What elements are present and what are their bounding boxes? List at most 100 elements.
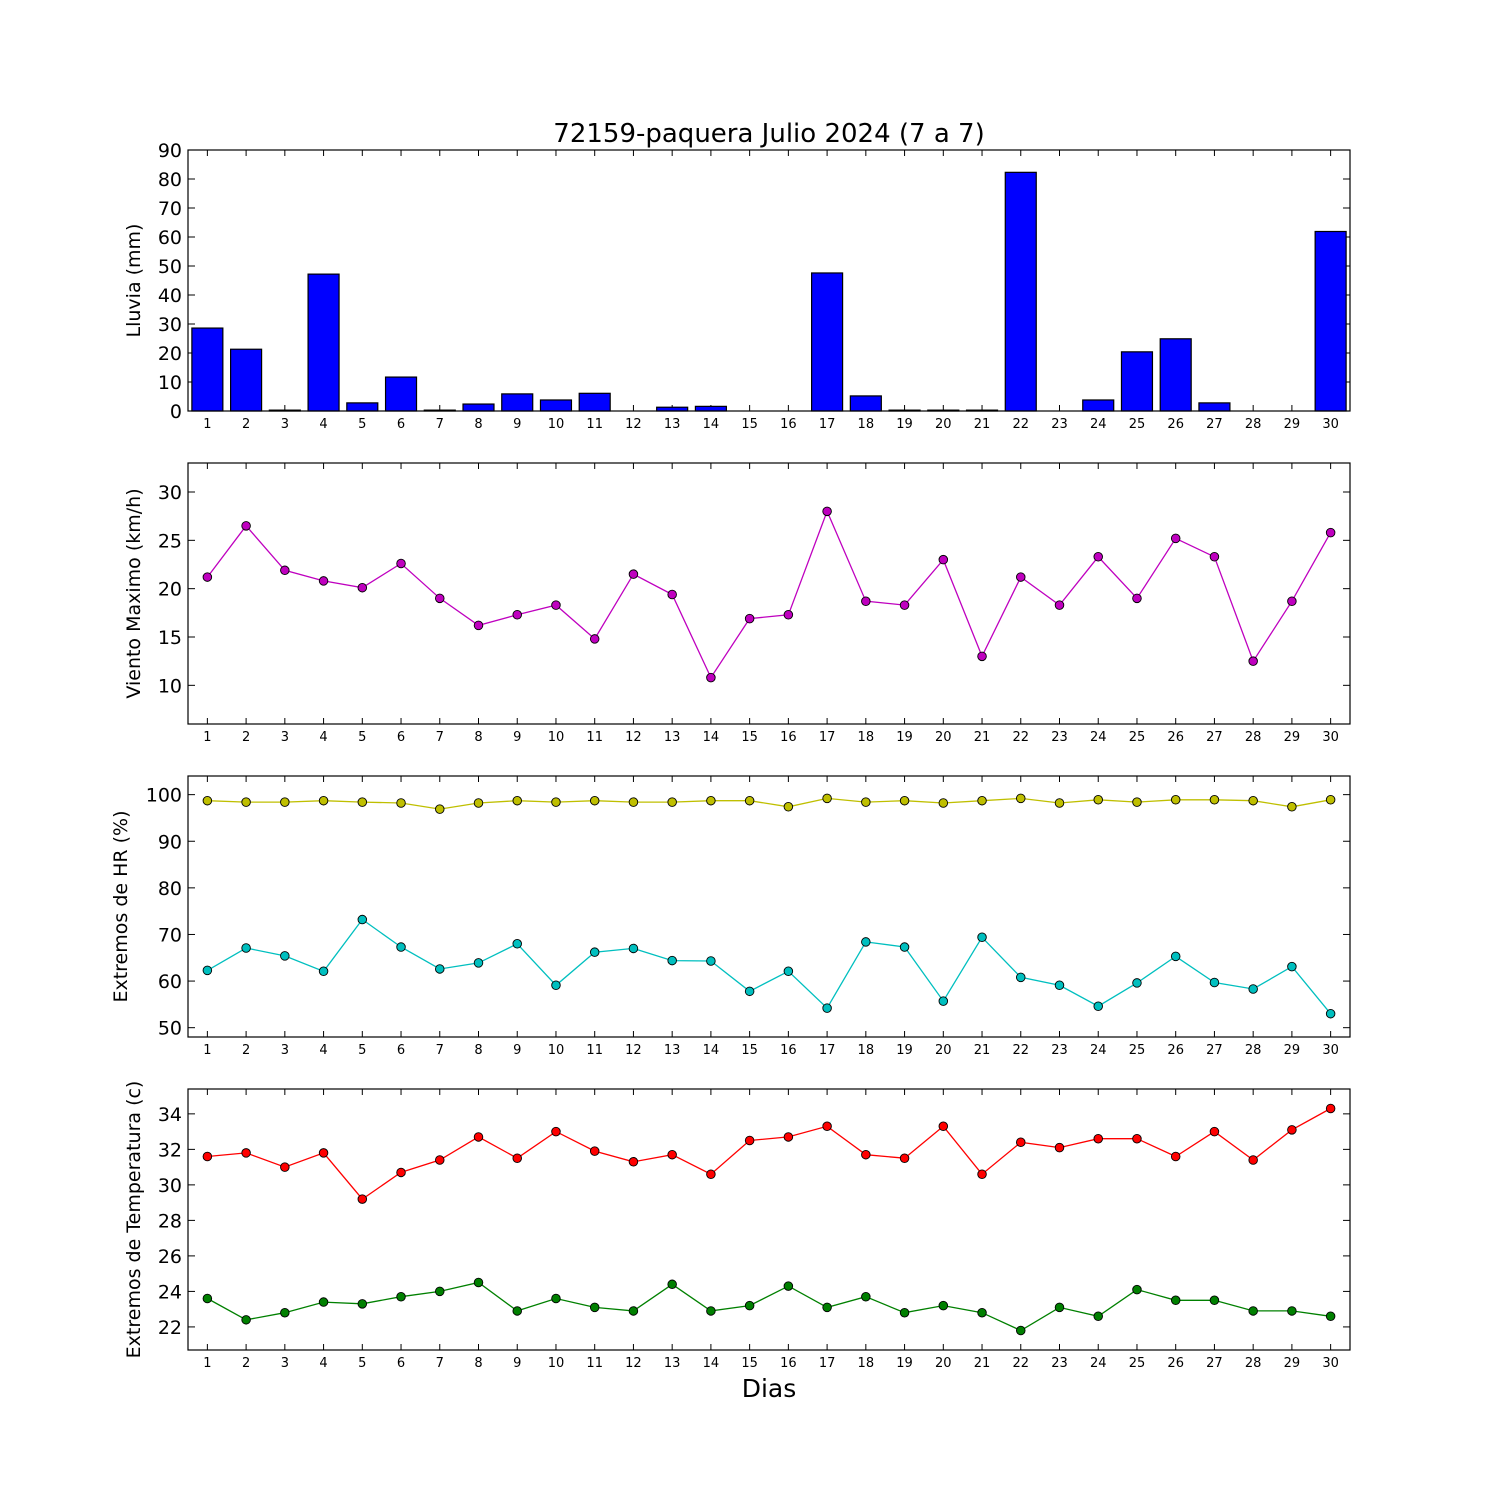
point-series-1-day-24 bbox=[1093, 1133, 1103, 1144]
point-series-1-day-6 bbox=[396, 1167, 406, 1178]
point-series-1-day-5 bbox=[357, 582, 368, 593]
point-series-2-day-20 bbox=[938, 1300, 949, 1311]
point-series-1-day-24 bbox=[1093, 795, 1103, 805]
x-tick-label: 24 bbox=[1090, 730, 1107, 745]
x-tick-label: 8 bbox=[474, 417, 482, 432]
x-tick-label: 8 bbox=[474, 1043, 482, 1058]
point-series-1-day-7 bbox=[435, 593, 445, 604]
x-tick-label: 5 bbox=[358, 1043, 366, 1058]
x-tick-label: 24 bbox=[1090, 1356, 1107, 1371]
point-series-1-day-20 bbox=[938, 554, 949, 565]
x-tick-label: 24 bbox=[1090, 1043, 1107, 1058]
y-tick-label: 28 bbox=[158, 1210, 182, 1232]
x-tick-label: 27 bbox=[1206, 417, 1223, 432]
bar-day-14 bbox=[694, 405, 727, 412]
x-tick-label: 26 bbox=[1167, 1356, 1184, 1371]
x-tick-label: 22 bbox=[1012, 1043, 1029, 1058]
point-series-2-day-10 bbox=[551, 1293, 561, 1304]
y-tick-label: 80 bbox=[158, 169, 182, 191]
point-series-2-day-22 bbox=[1016, 1325, 1026, 1336]
x-tick-label: 29 bbox=[1284, 1356, 1301, 1371]
bar-day-27 bbox=[1198, 402, 1231, 412]
x-tick-label: 26 bbox=[1167, 417, 1184, 432]
y-tick-label: 30 bbox=[158, 1175, 182, 1197]
x-tick-label: 15 bbox=[741, 1043, 758, 1058]
point-series-2-day-5 bbox=[357, 1299, 368, 1309]
x-tick-label: 4 bbox=[319, 417, 327, 432]
point-series-1-day-29 bbox=[1287, 802, 1297, 812]
point-series-2-day-29 bbox=[1287, 1306, 1297, 1316]
point-series-1-day-17 bbox=[822, 793, 832, 804]
point-series-2-day-2 bbox=[241, 1315, 251, 1325]
point-series-2-day-28 bbox=[1248, 984, 1258, 994]
point-series-1-day-11 bbox=[589, 634, 600, 644]
point-series-2-day-10 bbox=[551, 980, 561, 991]
point-series-1-day-5 bbox=[357, 1194, 368, 1204]
point-series-2-day-21 bbox=[977, 932, 987, 943]
point-series-1-day-13 bbox=[667, 1149, 677, 1160]
x-tick-label: 26 bbox=[1167, 1043, 1184, 1058]
x-tick-label: 21 bbox=[974, 417, 991, 432]
x-tick-label: 21 bbox=[974, 730, 991, 745]
point-series-1-day-26 bbox=[1170, 533, 1181, 544]
point-series-1-day-30 bbox=[1325, 795, 1336, 805]
y-tick-label: 10 bbox=[158, 675, 182, 697]
y-tick-label: 0 bbox=[170, 401, 182, 423]
point-series-1-day-15 bbox=[744, 613, 755, 624]
x-tick-label: 1 bbox=[203, 1356, 211, 1371]
x-tick-label: 9 bbox=[513, 730, 521, 745]
point-series-1-day-26 bbox=[1170, 1151, 1181, 1162]
x-tick-label: 23 bbox=[1051, 1043, 1068, 1058]
point-series-2-day-24 bbox=[1093, 1001, 1103, 1011]
x-tick-label: 27 bbox=[1206, 730, 1223, 745]
point-series-1-day-21 bbox=[977, 1169, 987, 1179]
axes-frame bbox=[187, 149, 1351, 412]
x-tick-label: 15 bbox=[741, 1356, 758, 1371]
y-tick-label: 50 bbox=[158, 256, 182, 278]
point-series-2-day-19 bbox=[899, 1307, 910, 1318]
point-series-2-day-13 bbox=[667, 1279, 677, 1290]
x-tick-label: 30 bbox=[1322, 1356, 1339, 1371]
point-series-1-day-10 bbox=[551, 1126, 561, 1137]
axes-frame bbox=[187, 775, 1351, 1038]
y-tick-label: 70 bbox=[158, 198, 182, 220]
point-series-1-day-18 bbox=[861, 797, 871, 807]
x-tick-label: 14 bbox=[703, 730, 720, 745]
x-tick-label: 16 bbox=[780, 730, 797, 745]
x-tick-label: 18 bbox=[858, 417, 875, 432]
point-series-2-day-20 bbox=[938, 996, 949, 1006]
point-series-2-day-14 bbox=[706, 1306, 716, 1316]
point-series-2-day-25 bbox=[1132, 1284, 1142, 1295]
bar-day-9 bbox=[501, 393, 534, 412]
y-tick-label: 25 bbox=[158, 530, 182, 552]
point-series-1-day-17 bbox=[822, 1121, 832, 1132]
x-tick-label: 30 bbox=[1322, 1043, 1339, 1058]
point-series-2-day-11 bbox=[589, 947, 600, 957]
x-tick-label: 12 bbox=[625, 730, 642, 745]
point-series-2-day-16 bbox=[783, 1281, 794, 1291]
point-series-1-day-28 bbox=[1248, 795, 1258, 806]
x-tick-label: 12 bbox=[625, 417, 642, 432]
x-tick-label: 11 bbox=[586, 417, 603, 432]
point-series-1-day-29 bbox=[1287, 1125, 1297, 1135]
x-tick-label: 4 bbox=[319, 1043, 327, 1058]
point-series-2-day-21 bbox=[977, 1307, 987, 1318]
x-tick-label: 17 bbox=[819, 1356, 836, 1371]
x-tick-label: 12 bbox=[625, 1356, 642, 1371]
y-tick-label: 40 bbox=[158, 285, 182, 307]
point-series-1-day-23 bbox=[1054, 600, 1065, 610]
point-series-2-day-30 bbox=[1325, 1008, 1336, 1019]
y-axis-label: Viento Maximo (km/h) bbox=[123, 488, 145, 698]
x-tick-label: 15 bbox=[741, 417, 758, 432]
x-tick-label: 21 bbox=[974, 1356, 991, 1371]
x-tick-label: 18 bbox=[858, 1356, 875, 1371]
y-tick-label: 34 bbox=[158, 1104, 182, 1126]
point-series-1-day-13 bbox=[667, 797, 677, 807]
point-series-1-day-1 bbox=[202, 572, 213, 582]
point-series-1-day-7 bbox=[435, 1155, 445, 1165]
x-tick-label: 19 bbox=[896, 417, 913, 432]
point-series-1-day-21 bbox=[977, 651, 987, 662]
point-series-2-day-29 bbox=[1287, 961, 1297, 972]
point-series-2-day-8 bbox=[473, 958, 484, 968]
